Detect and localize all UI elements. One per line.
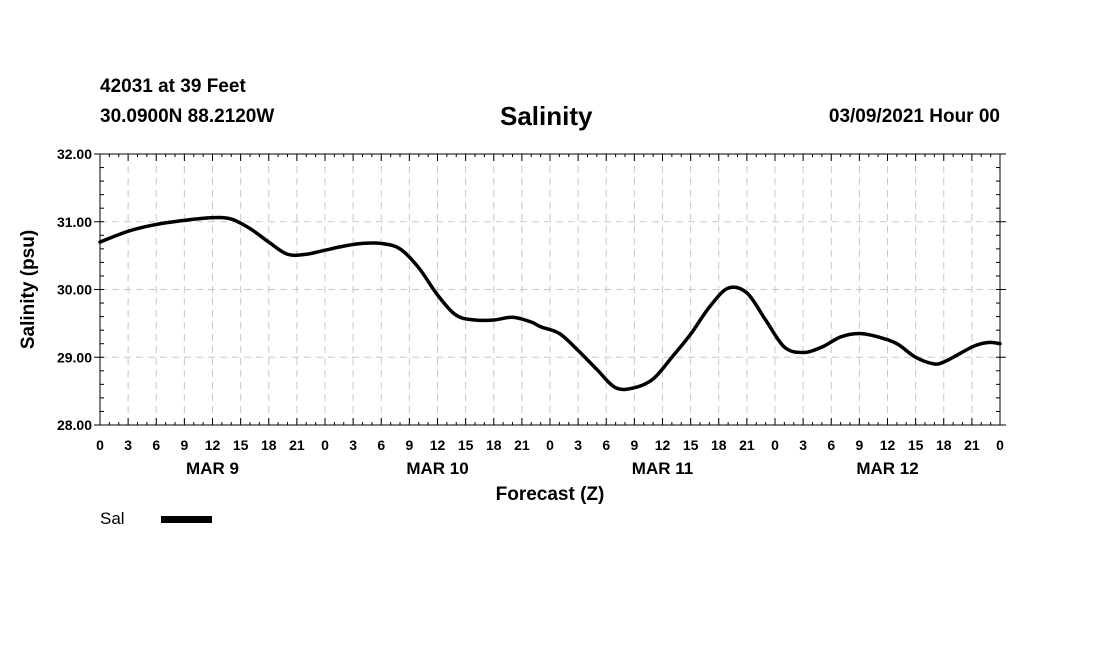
y-axis-label: Salinity (psu) [18,230,39,349]
x-tick-label: 12 [205,437,221,453]
x-tick-label: 3 [574,437,582,453]
x-tick-label: 9 [855,437,863,453]
day-label: MAR 12 [856,459,918,478]
station-label: 42031 at 39 Feet [100,76,246,97]
grid-lines [100,154,1000,425]
day-label: MAR 10 [406,459,468,478]
x-tick-label: 6 [827,437,835,453]
x-tick-label: 15 [908,437,924,453]
x-tick-label: 15 [233,437,249,453]
x-tick-label: 0 [321,437,329,453]
y-axis-ticks: 28.00 29.00 30.00 31.00 32.00 [57,146,1006,433]
plot-frame [99,153,1001,426]
x-tick-label: 12 [655,437,671,453]
x-tick-label: 21 [514,437,530,453]
x-axis-label: Forecast (Z) [496,484,605,505]
x-tick-label: 6 [152,437,160,453]
x-tick-label: 18 [711,437,727,453]
x-tick-label: 3 [124,437,132,453]
chart-title: Salinity [500,101,593,131]
x-tick-label: 6 [377,437,385,453]
x-tick-label: 18 [936,437,952,453]
x-tick-label: 0 [546,437,554,453]
x-tick-label: 21 [289,437,305,453]
legend-swatch [161,516,212,523]
x-tick-label: 18 [486,437,502,453]
y-tick-label: 29.00 [57,349,92,365]
x-tick-label: 9 [405,437,413,453]
x-tick-label: 9 [180,437,188,453]
day-label: MAR 11 [632,459,693,478]
coordinates-label: 30.0900N 88.2120W [100,106,275,127]
series-line-sal [98,215,1002,392]
forecast-timestamp: 03/09/2021 Hour 00 [828,106,1000,127]
x-tick-label: 3 [349,437,357,453]
x-tick-label: 0 [996,437,1004,453]
series-layer [98,215,1002,392]
legend-label: Sal [100,509,125,528]
x-tick-label: 21 [964,437,980,453]
x-tick-label: 12 [430,437,446,453]
y-tick-label: 31.00 [57,214,92,230]
day-label: MAR 9 [186,459,239,478]
y-tick-label: 28.00 [57,417,92,433]
x-tick-label: 3 [799,437,807,453]
x-tick-label: 21 [739,437,755,453]
x-tick-label: 12 [880,437,896,453]
x-tick-label: 18 [261,437,277,453]
x-tick-label: 0 [771,437,779,453]
x-tick-label: 9 [630,437,638,453]
day-labels: MAR 9 MAR 10 MAR 11 MAR 12 [186,459,919,478]
y-tick-label: 32.00 [57,146,92,162]
x-tick-label: 6 [602,437,610,453]
y-tick-label: 30.00 [57,282,92,298]
x-tick-label: 0 [96,437,104,453]
x-tick-label: 15 [458,437,474,453]
x-tick-label: 15 [683,437,699,453]
